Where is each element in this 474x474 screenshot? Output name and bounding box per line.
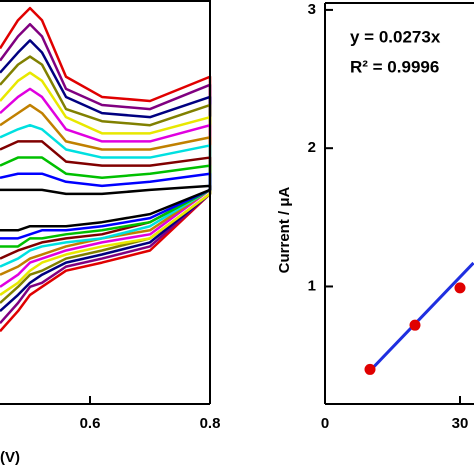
equation: y = 0.0273x bbox=[350, 27, 441, 46]
cv-curve bbox=[0, 55, 212, 304]
x-tick-label: 0.8 bbox=[200, 415, 221, 432]
y-tick-label: 1 bbox=[308, 277, 316, 294]
data-point bbox=[409, 319, 421, 331]
data-point bbox=[364, 363, 376, 375]
x-axis-label: (V) bbox=[0, 449, 20, 466]
r-squared: R² = 0.9996 bbox=[350, 57, 439, 76]
x-tick-label: 0.6 bbox=[80, 415, 101, 432]
x-tick-label: 0 bbox=[321, 415, 329, 432]
x-tick-label: 30 bbox=[452, 415, 469, 432]
data-point bbox=[454, 282, 466, 294]
fit-line bbox=[368, 261, 474, 372]
y-axis-label: Current / μA bbox=[276, 186, 293, 273]
y-tick-label: 2 bbox=[308, 139, 316, 156]
y-tick-label: 3 bbox=[308, 1, 316, 18]
